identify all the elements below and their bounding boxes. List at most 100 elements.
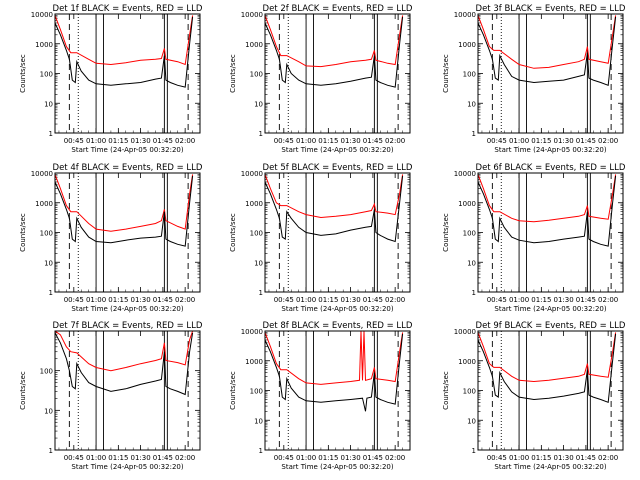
y-tick-label: 10 — [254, 259, 263, 267]
x-tick-label: 02:00 — [598, 454, 618, 462]
marker-lines — [68, 173, 189, 292]
plot-frame — [477, 172, 624, 293]
y-tick-label: 10000 — [31, 170, 53, 178]
y-tick-label: 10000 — [454, 328, 476, 336]
x-tick-label: 00:45 — [487, 296, 507, 304]
series-events — [478, 333, 617, 403]
panel-title: Det 8f BLACK = Events, RED = LLD — [263, 321, 413, 331]
y-tick-label: 10 — [254, 417, 263, 425]
y-tick-label: 100 — [250, 388, 263, 396]
detector-panel-7: Det 7f BLACK = Events, RED = LLD 1 10 100 Co… — [19, 321, 203, 471]
y-tick-label: 1 — [49, 130, 53, 138]
series-events — [478, 175, 617, 247]
plot-frame — [477, 330, 624, 451]
y-tick-label: 1000 — [35, 41, 53, 49]
x-tick-label: 01:15 — [318, 137, 338, 145]
series-events — [265, 16, 404, 88]
series-lld — [55, 174, 194, 232]
x-tick-label: 01:30 — [341, 137, 361, 145]
series-lld — [55, 331, 194, 372]
detector-panel-9: Det 9f BLACK = Events, RED = LLD 1 10 100 10… — [442, 321, 626, 471]
y-tick-label: 100 — [40, 71, 53, 79]
y-tick-label: 1000 — [458, 358, 476, 366]
panel-title: Det 2f BLACK = Events, RED = LLD — [263, 4, 413, 14]
y-tick-label: 10 — [467, 259, 476, 267]
detector-panel-8: Det 8f BLACK = Events, RED = LLD 1 10 100 10… — [229, 321, 413, 471]
panel-title: Det 5f BLACK = Events, RED = LLD — [263, 163, 413, 173]
x-axis-label: Start Time (24-Apr-05 00:32:20) — [494, 305, 606, 313]
y-tick-label: 1 — [49, 289, 53, 297]
x-tick-label: 01:15 — [531, 137, 551, 145]
x-tick-label: 02:00 — [175, 137, 195, 145]
y-tick-label: 1 — [472, 447, 476, 455]
detector-panel-4: Det 4f BLACK = Events, RED = LLD 1 10 100 10… — [19, 163, 203, 313]
x-tick-label: 01:00 — [86, 296, 106, 304]
x-tick-label: 01:45 — [153, 454, 173, 462]
detector-panel-6: Det 6f BLACK = Events, RED = LLD 1 10 100 10… — [442, 163, 626, 313]
x-tick-label: 01:15 — [108, 137, 128, 145]
y-tick-label: 1000 — [458, 200, 476, 208]
y-tick-label: 1000 — [458, 41, 476, 49]
series-lines — [265, 15, 404, 88]
x-tick-label: 01:15 — [318, 454, 338, 462]
series-lines — [478, 15, 617, 86]
y-tick-label: 10 — [254, 100, 263, 108]
y-tick-label: 1 — [259, 289, 263, 297]
panel-title: Det 7f BLACK = Events, RED = LLD — [53, 321, 203, 331]
x-tick-label: 01:30 — [131, 296, 151, 304]
panel-title: Det 9f BLACK = Events, RED = LLD — [476, 321, 626, 331]
x-axis-label: Start Time (24-Apr-05 00:32:20) — [281, 463, 393, 471]
marker-lines — [278, 173, 399, 292]
plot-frame — [477, 13, 624, 134]
series-lld — [55, 15, 194, 66]
series-lld — [265, 15, 404, 68]
y-tick-label: 10 — [467, 417, 476, 425]
y-tick-label: 100 — [40, 230, 53, 238]
x-tick-label: 00:45 — [64, 137, 84, 145]
plot-frame — [54, 13, 201, 134]
x-tick-label: 01:45 — [153, 137, 173, 145]
x-tick-label: 01:00 — [86, 137, 106, 145]
series-lld — [478, 174, 617, 223]
y-axis-label: Counts/sec — [442, 371, 450, 410]
panel-title: Det 1f BLACK = Events, RED = LLD — [53, 4, 203, 14]
x-tick-label: 00:45 — [487, 137, 507, 145]
x-axis-label: Start Time (24-Apr-05 00:32:20) — [281, 305, 393, 313]
marker-lines — [491, 331, 612, 450]
series-lld — [478, 332, 617, 383]
x-tick-label: 00:45 — [274, 137, 294, 145]
marker-lines — [68, 14, 189, 133]
x-tick-label: 02:00 — [175, 454, 195, 462]
y-tick-label: 100 — [250, 230, 263, 238]
marker-lines — [491, 173, 612, 292]
x-tick-label: 01:45 — [363, 296, 383, 304]
detector-panel-1: Det 1f BLACK = Events, RED = LLD 1 10 100 10… — [19, 4, 203, 154]
plot-frame — [264, 13, 411, 134]
x-tick-label: 01:30 — [131, 137, 151, 145]
x-axis-label: Start Time (24-Apr-05 00:32:20) — [71, 305, 183, 313]
y-tick-label: 100 — [463, 71, 476, 79]
y-axis-label: Counts/sec — [229, 213, 237, 252]
x-tick-label: 01:00 — [509, 137, 529, 145]
y-tick-label: 1000 — [245, 358, 263, 366]
panel-title: Det 6f BLACK = Events, RED = LLD — [476, 163, 626, 173]
plot-frame — [264, 330, 411, 451]
y-axis-label: Counts/sec — [229, 371, 237, 410]
x-tick-label: 01:15 — [531, 454, 551, 462]
marker-lines — [491, 14, 612, 133]
x-tick-label: 01:00 — [296, 137, 316, 145]
series-lld — [478, 15, 617, 69]
x-axis-label: Start Time (24-Apr-05 00:32:20) — [281, 146, 393, 154]
x-tick-label: 00:45 — [274, 454, 294, 462]
series-lines — [55, 174, 194, 247]
y-tick-label: 1 — [472, 130, 476, 138]
x-tick-label: 01:00 — [86, 454, 106, 462]
x-tick-label: 01:30 — [554, 454, 574, 462]
x-tick-label: 02:00 — [385, 137, 405, 145]
series-events — [265, 175, 404, 243]
y-axis-label: Counts/sec — [19, 213, 27, 252]
series-events — [55, 175, 194, 247]
x-tick-label: 01:15 — [318, 296, 338, 304]
series-lines — [55, 15, 194, 88]
x-tick-label: 01:15 — [108, 296, 128, 304]
